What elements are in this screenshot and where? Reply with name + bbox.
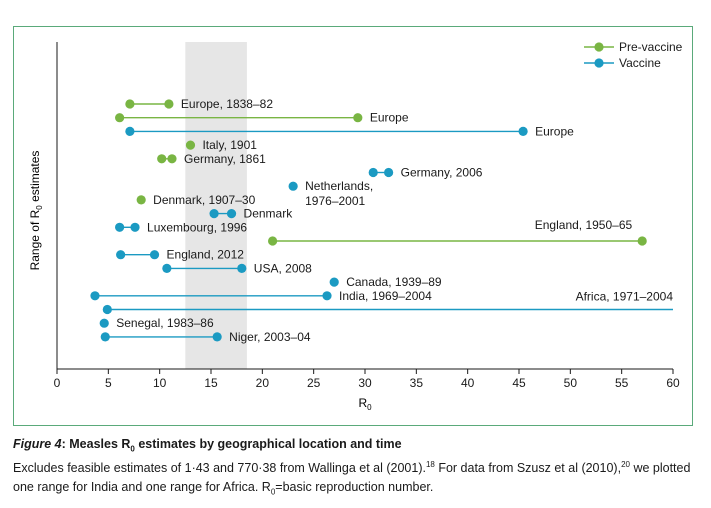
range-label: Germany, 2006 xyxy=(401,166,483,180)
range-point-high xyxy=(167,154,177,164)
figure-frame xyxy=(13,26,693,426)
range-point-low xyxy=(268,236,278,246)
range-point-high xyxy=(353,113,363,123)
shaded-band xyxy=(185,42,247,369)
x-tick-label: 10 xyxy=(153,376,167,390)
range-point-low xyxy=(125,99,135,109)
legend-label: Pre-vaccine xyxy=(619,40,683,54)
range-label: Canada, 1939–89 xyxy=(346,275,442,289)
range-point-low xyxy=(125,126,135,136)
range-point-low xyxy=(329,277,339,287)
range-point-low xyxy=(115,113,125,123)
legend-marker xyxy=(594,58,604,68)
range-label: Germany, 1861 xyxy=(184,152,266,166)
range-point-high xyxy=(226,209,237,219)
legend-label: Vaccine xyxy=(619,56,661,70)
range-label: Africa, 1971–2004 xyxy=(576,290,674,304)
range-point-low xyxy=(116,250,126,260)
range-point-high xyxy=(322,291,332,301)
x-tick-label: 5 xyxy=(105,376,112,390)
range-point-high xyxy=(130,222,140,232)
x-tick-label: 20 xyxy=(256,376,270,390)
caption-body: Excludes feasible estimates of 1·43 and … xyxy=(13,460,691,497)
range-point-high xyxy=(518,126,528,136)
range-label: Niger, 2003–04 xyxy=(229,330,311,344)
x-axis-ticks: 0 5 10 15 20 25 30 35 40 45 50 55 60 xyxy=(54,369,680,390)
range-point-high xyxy=(149,250,160,260)
x-tick-label: 30 xyxy=(358,376,372,390)
x-axis-label: R0 xyxy=(358,396,372,412)
x-tick-label: 50 xyxy=(564,376,578,390)
caption-title: Figure 4: Measles R0 estimates by geogra… xyxy=(13,437,402,454)
x-tick-label: 40 xyxy=(461,376,475,390)
range-point-high xyxy=(384,167,394,178)
legend-marker xyxy=(594,42,604,52)
range-label: India, 1969–2004 xyxy=(339,289,432,303)
x-tick-label: 15 xyxy=(204,376,218,390)
range-label: England, 1950–65 xyxy=(535,218,633,232)
x-tick-label: 55 xyxy=(615,376,629,390)
range-marks xyxy=(90,99,673,342)
range-label: England, 2012 xyxy=(167,248,245,262)
range-point-low xyxy=(115,222,125,232)
range-point-low xyxy=(288,181,298,191)
range-point-low xyxy=(368,167,378,178)
range-label: Europe xyxy=(370,111,409,125)
range-label: Netherlands, 1976–2001 xyxy=(305,179,373,208)
range-label: Denmark, 1907–30 xyxy=(153,193,255,207)
range-point-high xyxy=(164,99,174,109)
range-label: Senegal, 1983–86 xyxy=(116,316,214,330)
range-point-low xyxy=(136,195,146,205)
range-label: Luxembourg, 1996 xyxy=(147,220,247,234)
x-tick-label: 35 xyxy=(410,376,424,390)
range-label: Europe xyxy=(535,124,574,138)
range-point-high xyxy=(212,332,222,342)
legend: Pre-vaccine Vaccine xyxy=(584,40,683,70)
range-label: Denmark xyxy=(244,207,294,221)
x-tick-label: 0 xyxy=(54,376,61,390)
range-point-low xyxy=(99,318,109,328)
range-point-low xyxy=(90,291,100,301)
range-point-low xyxy=(102,304,112,315)
range-point-low xyxy=(100,332,110,342)
x-tick-label: 60 xyxy=(666,376,680,390)
range-point-low xyxy=(185,140,196,150)
chart: 0 5 10 15 20 25 30 35 40 45 50 55 60 Europe, 1838–82… xyxy=(28,40,683,412)
range-point-high xyxy=(637,236,647,246)
x-tick-label: 25 xyxy=(307,376,321,390)
x-tick-label: 45 xyxy=(512,376,526,390)
range-label: Italy, 1901 xyxy=(202,138,257,152)
range-point-low xyxy=(162,263,172,273)
figure-label: Figure 4 xyxy=(13,437,62,451)
range-point-low xyxy=(209,209,219,219)
range-label: USA, 2008 xyxy=(254,261,312,275)
range-label: Europe, 1838–82 xyxy=(181,97,273,111)
range-point-high xyxy=(237,263,247,273)
y-axis-label: Range of R0 estimates xyxy=(28,151,44,271)
range-point-low xyxy=(157,154,167,164)
